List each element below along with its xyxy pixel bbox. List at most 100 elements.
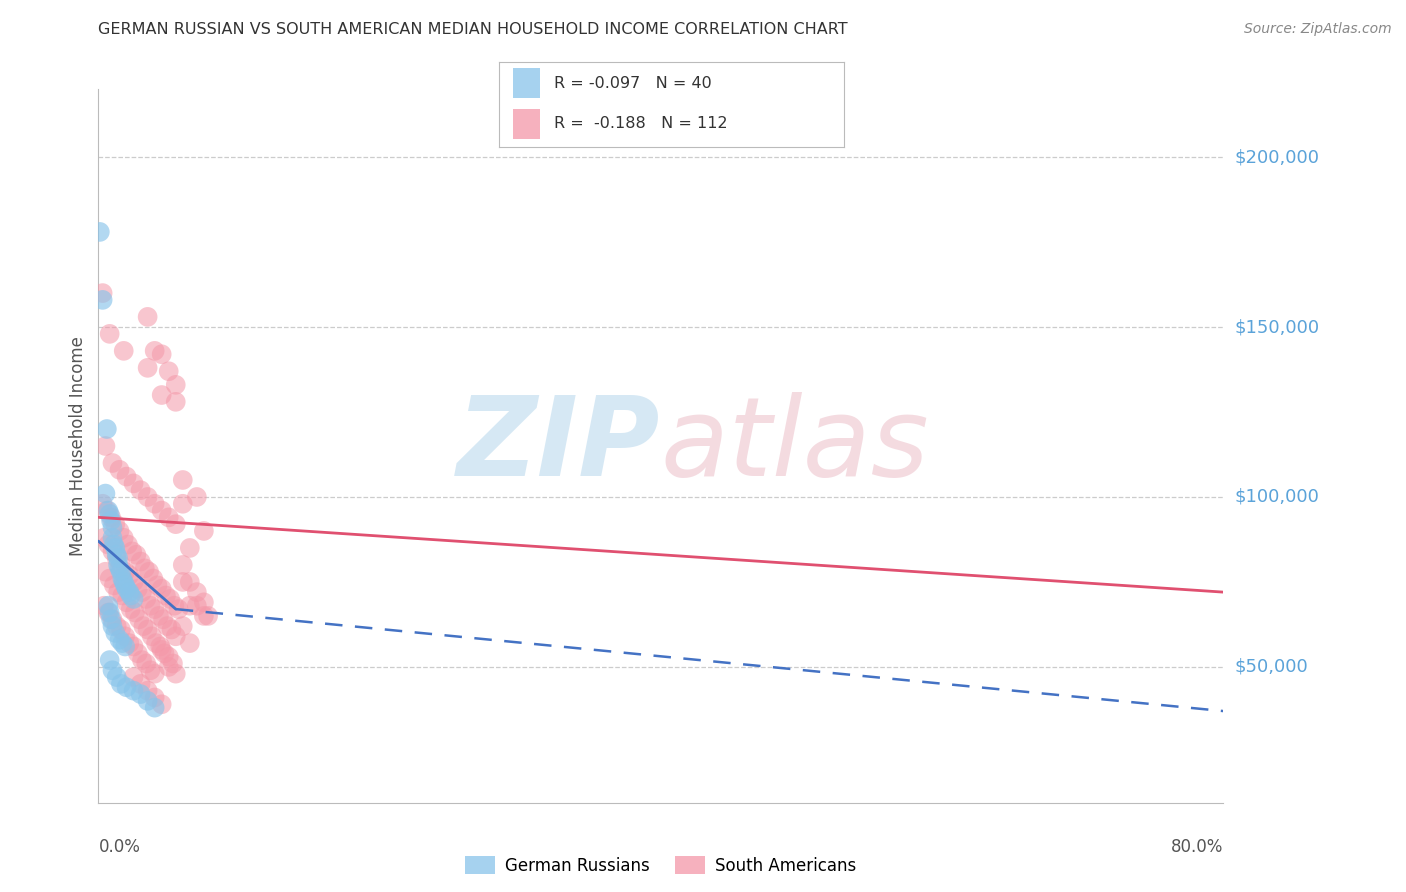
Bar <box>513 69 540 98</box>
Point <box>101 663 124 677</box>
Point <box>112 343 135 358</box>
Point <box>91 286 114 301</box>
Point <box>122 591 145 606</box>
Point <box>150 582 173 596</box>
Point <box>118 568 141 582</box>
Point <box>122 574 145 589</box>
Point <box>94 565 117 579</box>
Point <box>110 558 132 572</box>
Point <box>136 683 159 698</box>
Point <box>157 364 180 378</box>
Point <box>117 537 139 551</box>
Point <box>146 578 169 592</box>
Point <box>94 439 117 453</box>
Point <box>122 683 145 698</box>
Point <box>96 503 118 517</box>
Point <box>136 310 159 324</box>
Point <box>115 582 138 596</box>
Point <box>153 646 176 660</box>
Point <box>179 541 201 555</box>
Point <box>107 551 129 566</box>
Point <box>118 636 141 650</box>
Point <box>98 606 121 620</box>
Point <box>193 595 215 609</box>
Point <box>172 558 194 572</box>
Text: Source: ZipAtlas.com: Source: ZipAtlas.com <box>1244 22 1392 37</box>
Point <box>108 561 131 575</box>
Point <box>103 537 125 551</box>
Point <box>112 574 135 589</box>
Point <box>141 629 163 643</box>
Point <box>149 640 172 654</box>
Point <box>143 497 166 511</box>
Point <box>143 700 166 714</box>
Point <box>127 646 149 660</box>
Point <box>172 619 194 633</box>
Point <box>122 476 145 491</box>
Point <box>98 507 121 521</box>
Point <box>179 599 201 613</box>
Point <box>121 544 143 558</box>
Point <box>131 585 153 599</box>
Point <box>128 612 150 626</box>
Point <box>98 326 121 341</box>
Point <box>179 636 201 650</box>
Text: $50,000: $50,000 <box>1234 658 1308 676</box>
Point <box>89 225 111 239</box>
Point <box>172 574 194 589</box>
Point <box>143 602 166 616</box>
Text: $200,000: $200,000 <box>1234 148 1319 166</box>
Point <box>111 589 134 603</box>
Point <box>101 456 124 470</box>
Point <box>193 608 215 623</box>
Point <box>157 660 180 674</box>
Point <box>122 640 145 654</box>
Point <box>145 636 167 650</box>
Point <box>97 537 120 551</box>
Point <box>124 606 146 620</box>
Point <box>186 490 208 504</box>
Point <box>150 347 173 361</box>
Point <box>186 599 208 613</box>
Text: GERMAN RUSSIAN VS SOUTH AMERICAN MEDIAN HOUSEHOLD INCOME CORRELATION CHART: GERMAN RUSSIAN VS SOUTH AMERICAN MEDIAN … <box>98 22 848 37</box>
Point <box>103 578 125 592</box>
Point <box>97 503 120 517</box>
Point <box>94 486 117 500</box>
Point <box>150 503 173 517</box>
Point <box>129 687 152 701</box>
Point <box>111 572 134 586</box>
Point <box>134 561 156 575</box>
Point <box>129 555 152 569</box>
Point <box>101 544 124 558</box>
Point <box>105 548 128 562</box>
Point <box>139 599 162 613</box>
Text: R =  -0.188   N = 112: R = -0.188 N = 112 <box>554 116 728 131</box>
Point <box>112 531 135 545</box>
Point <box>101 520 124 534</box>
Text: 0.0%: 0.0% <box>98 838 141 856</box>
Point <box>105 670 128 684</box>
Point <box>143 690 166 705</box>
Point <box>136 360 159 375</box>
Point <box>114 640 136 654</box>
Point <box>104 541 127 555</box>
Point <box>131 653 153 667</box>
Point <box>93 599 115 613</box>
Point <box>172 473 194 487</box>
Point <box>101 619 124 633</box>
Text: $150,000: $150,000 <box>1234 318 1320 336</box>
Point <box>93 531 115 545</box>
Point <box>104 517 127 532</box>
Point <box>107 585 129 599</box>
Y-axis label: Median Household Income: Median Household Income <box>69 336 87 556</box>
Legend: German Russians, South Americans: German Russians, South Americans <box>458 850 863 881</box>
Point <box>142 572 165 586</box>
Text: ZIP: ZIP <box>457 392 661 500</box>
Point <box>143 343 166 358</box>
Text: R = -0.097   N = 40: R = -0.097 N = 40 <box>554 76 711 91</box>
Point <box>136 694 159 708</box>
Point <box>100 510 122 524</box>
Point <box>122 670 145 684</box>
Point <box>165 394 187 409</box>
Point <box>152 612 174 626</box>
